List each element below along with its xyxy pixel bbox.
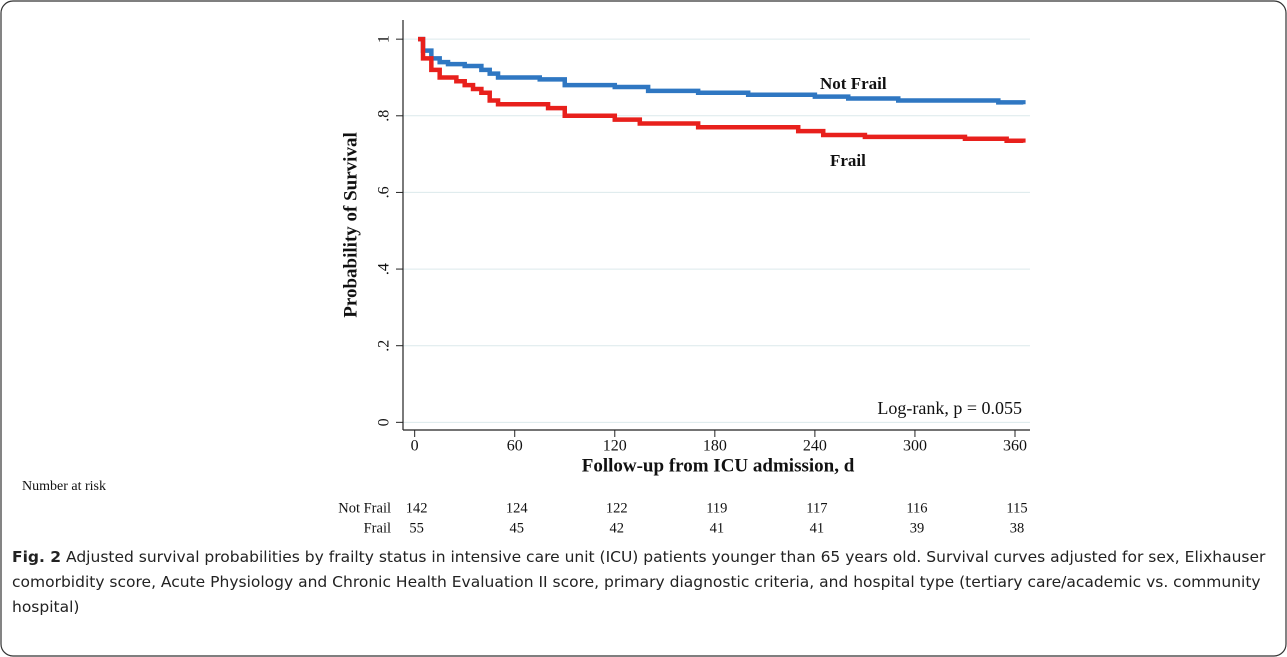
risk-value: 115 — [1006, 500, 1027, 516]
risk-value: 55 — [409, 520, 424, 536]
x-axis-title: Follow-up from ICU admission, d — [582, 455, 855, 476]
risk-row-name: Frail — [364, 520, 391, 536]
y-tick-label: 1 — [376, 35, 393, 43]
risk-value: 39 — [910, 520, 925, 536]
risk-row-name: Not Frail — [338, 500, 391, 516]
series-label: Frail — [830, 151, 866, 170]
risk-value: 116 — [906, 500, 927, 516]
risk-table-title: Number at risk — [22, 479, 106, 494]
annotation: Log-rank, p = 0.055 — [877, 398, 1022, 418]
y-tick-label: 0 — [376, 418, 393, 426]
risk-value: 117 — [806, 500, 827, 516]
survival-curve — [418, 36, 1026, 143]
y-axis-title: Probability of Survival — [340, 132, 361, 317]
caption: Fig. 2 Adjusted survival probabilities b… — [12, 545, 1274, 620]
risk-value: 41 — [810, 520, 825, 536]
caption-text: Adjusted survival probabilities by frail… — [12, 548, 1266, 616]
x-tick-label: 0 — [411, 438, 419, 455]
x-tick-label: 360 — [1003, 438, 1027, 455]
risk-value: 124 — [506, 500, 529, 516]
x-tick-label: 60 — [507, 438, 523, 455]
risk-value: 122 — [606, 500, 628, 516]
risk-value: 38 — [1010, 520, 1025, 536]
series-label: Not Frail — [820, 74, 887, 93]
x-tick-label: 240 — [803, 438, 827, 455]
y-tick-label: .8 — [376, 110, 393, 122]
risk-value: 119 — [706, 500, 727, 516]
risk-value: 41 — [710, 520, 725, 536]
risk-value: 142 — [406, 500, 428, 516]
survival-curve — [418, 36, 1026, 105]
risk-value: 42 — [610, 520, 625, 536]
y-tick-label: .6 — [376, 186, 393, 198]
x-tick-label: 180 — [703, 438, 727, 455]
x-tick-label: 300 — [903, 438, 927, 455]
y-tick-label: .2 — [376, 340, 393, 352]
y-tick-label: .4 — [376, 263, 393, 275]
x-tick-label: 120 — [603, 438, 627, 455]
risk-value: 45 — [509, 520, 524, 536]
caption-label: Fig. 2 — [12, 548, 62, 566]
